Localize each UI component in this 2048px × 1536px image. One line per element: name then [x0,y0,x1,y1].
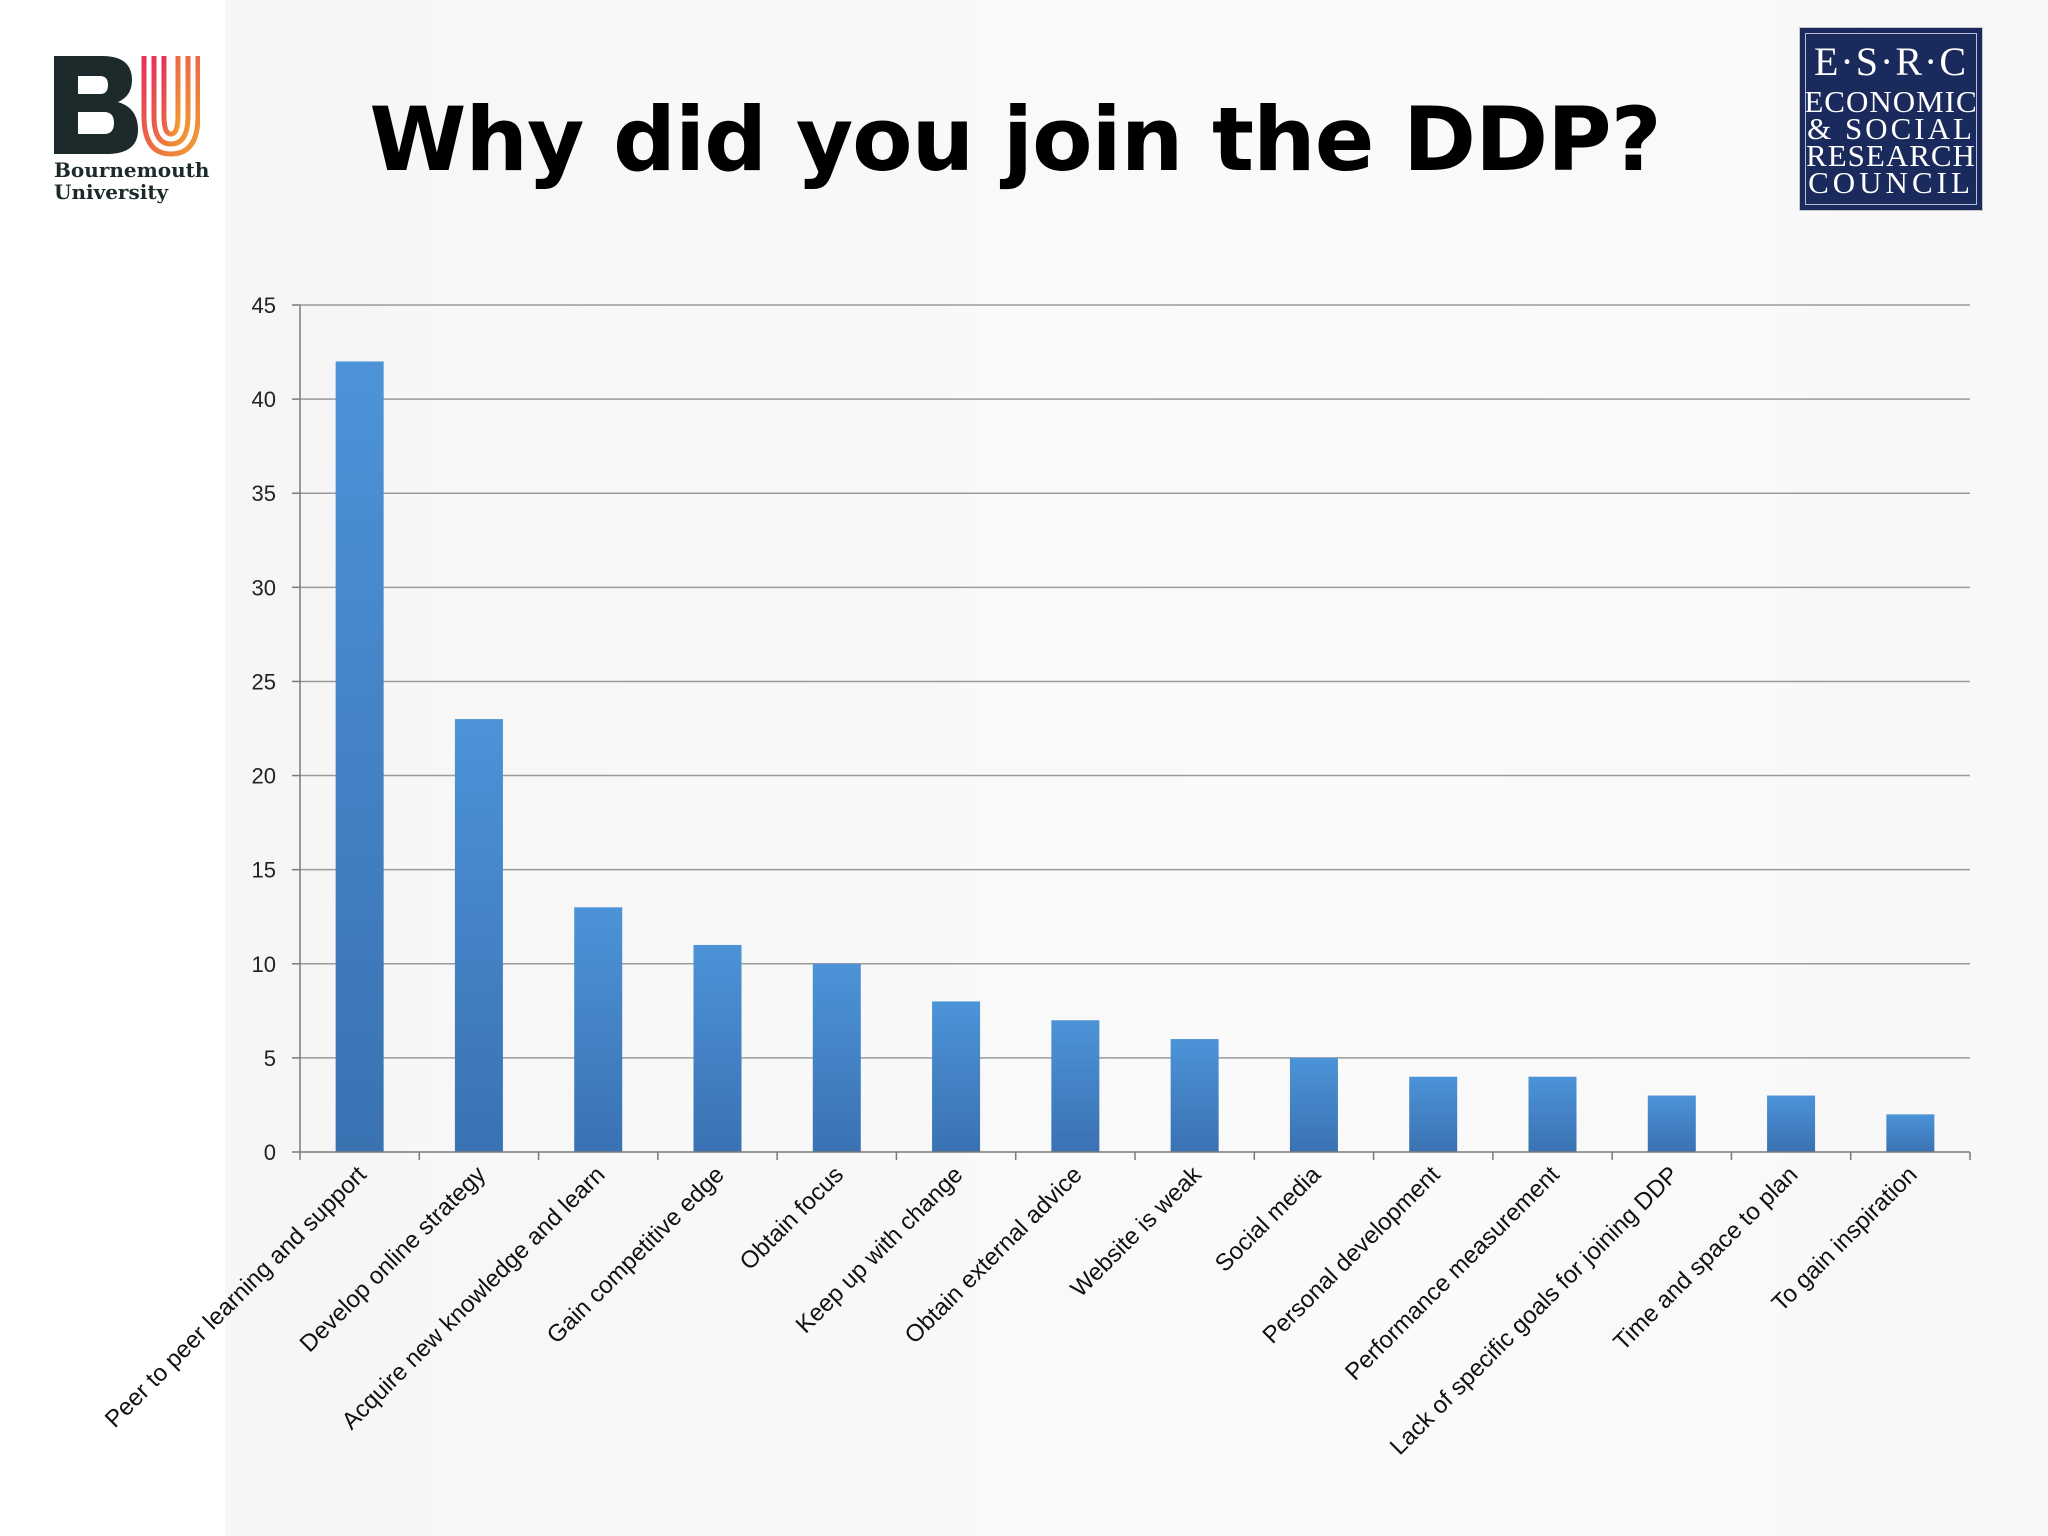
x-category-label: Peer to peer learning and support [100,1161,372,1433]
bar [1051,1020,1100,1152]
axes [292,304,1971,1160]
y-tick-label: 40 [252,387,276,412]
bu-logo-line2: University [54,180,169,204]
bar [932,1001,981,1152]
x-category-label: Social media [1210,1161,1327,1278]
y-tick-label: 15 [252,858,276,883]
esrc-logo: E·S·R·C ECONOMIC & SOCIAL RESEARCH COUNC… [1800,28,1982,210]
bar [812,963,861,1152]
bar [1289,1057,1338,1152]
y-tick-label: 0 [264,1140,276,1165]
x-category-label: Performance measurement [1340,1161,1565,1386]
y-tick-label: 10 [252,952,276,977]
x-category-label: Website is weak [1065,1160,1207,1302]
y-tick-label: 25 [252,669,276,694]
y-tick-label: 35 [252,481,276,506]
x-category-label: Acquire new knowledge and learn [337,1161,611,1435]
bar [1170,1039,1219,1152]
y-tick-label: 30 [252,575,276,600]
bar [1767,1095,1816,1152]
slide-background [225,0,2048,1536]
bar [1647,1095,1696,1152]
bars [335,361,1935,1152]
page-title: Why did you join the DDP? [369,88,1661,191]
bar [335,361,384,1152]
y-tick-label: 20 [252,764,276,789]
y-tick-label: 45 [252,293,276,318]
bar [1528,1076,1577,1152]
bar [574,907,623,1152]
bar [1886,1114,1935,1152]
gridlines [300,304,1970,1059]
x-category-label: Obtain focus [735,1161,849,1275]
bar [1409,1076,1458,1152]
bu-logo-line1: Bournemouth [54,158,210,182]
bournemouth-university-logo: Bournemouth University [50,50,220,210]
bar [454,719,503,1152]
y-tick-label: 5 [264,1046,276,1071]
bu-logo-mark [54,56,200,157]
bar [693,944,742,1152]
